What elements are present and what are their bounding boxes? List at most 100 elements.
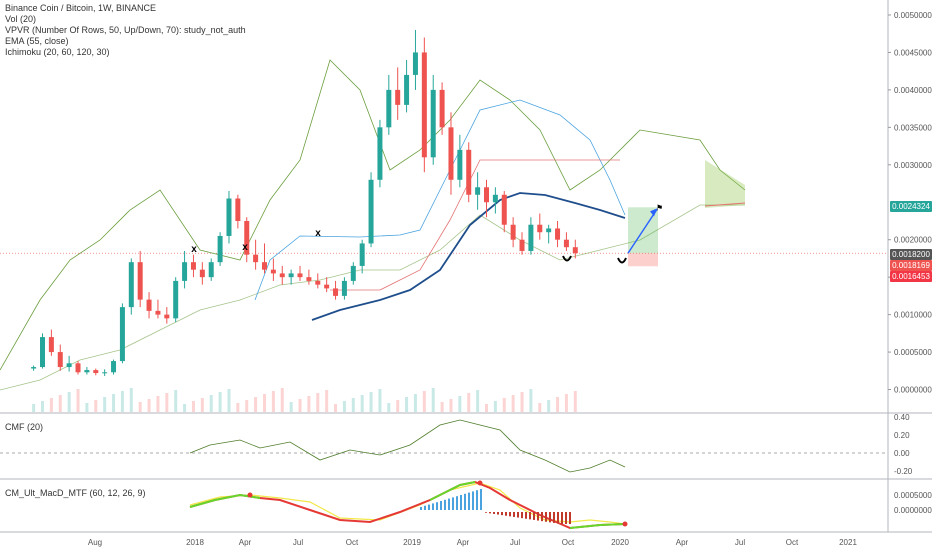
candle-body	[439, 89, 445, 128]
candle-body	[572, 247, 578, 254]
volume-bar	[342, 401, 346, 412]
volume-bar	[289, 402, 293, 412]
candle-body	[190, 262, 196, 270]
candle-body	[128, 262, 134, 308]
cmf-tick-label: 0.20	[894, 431, 910, 440]
volume-bar	[360, 395, 364, 412]
time-tick-label: Apr	[239, 538, 252, 547]
macd-histogram-bar	[545, 512, 547, 522]
cmf-tick-label: 0.40	[894, 413, 910, 422]
macd-histogram-bar	[541, 512, 543, 522]
candle-body	[244, 220, 250, 255]
macd-histogram-bar	[497, 512, 499, 515]
volume-bar	[511, 395, 515, 412]
candle-body	[412, 52, 418, 75]
macd-line-up	[429, 481, 476, 501]
candle-body	[483, 187, 489, 203]
volume-bar	[467, 393, 471, 412]
projection-stop-zone	[628, 253, 658, 267]
candle-body	[333, 288, 339, 296]
volume-bar	[405, 397, 409, 412]
volume-bar	[254, 397, 258, 412]
macd-histogram-bar	[476, 490, 478, 510]
volume-bar	[547, 400, 551, 412]
volume-bar	[529, 389, 533, 412]
candle-body	[324, 284, 330, 289]
macd-histogram-bar	[557, 512, 559, 524]
candle-body	[466, 149, 472, 195]
candle-body	[350, 265, 356, 281]
macd-histogram-bar	[553, 512, 555, 523]
time-tick-label: Apr	[457, 538, 470, 547]
ichimoku-cloud-edge	[704, 202, 746, 207]
candle-body	[555, 228, 561, 240]
candle-body	[430, 89, 436, 158]
macd-histogram-bar	[549, 512, 551, 523]
candle-body	[57, 352, 63, 368]
time-tick-label: Aug	[88, 538, 102, 547]
candle-body	[182, 262, 188, 281]
macd-tick-label: 0.0000000	[894, 506, 932, 515]
candle-body	[297, 273, 303, 278]
candle-body	[84, 370, 90, 373]
candle-body	[386, 89, 392, 128]
volume-bar	[262, 394, 266, 412]
macd-histogram-bar	[489, 512, 491, 514]
cmf-tick-label: 0.00	[894, 449, 910, 458]
volume-bar	[396, 400, 400, 412]
macd-histogram-bar	[537, 512, 539, 521]
candle-body	[341, 280, 347, 296]
time-tick-label: Jul	[735, 538, 745, 547]
time-tick-label: Jul	[510, 538, 520, 547]
macd-line-up	[569, 523, 626, 529]
macd-histogram-bar	[432, 503, 434, 510]
candle-body	[448, 127, 454, 180]
legend-ichimoku: Ichimoku (20, 60, 120, 30)	[5, 47, 110, 57]
candle-body	[111, 361, 117, 373]
macd-histogram-bar	[452, 497, 454, 510]
candle-body	[261, 262, 267, 270]
x-mark: x	[242, 242, 248, 253]
candle-body	[137, 262, 143, 300]
candle-body	[146, 299, 152, 311]
candle-body	[39, 337, 45, 368]
candle-body	[173, 280, 179, 319]
macd-histogram-bar	[517, 512, 519, 518]
volume-bar	[387, 403, 391, 412]
volume-bar	[58, 395, 62, 412]
candle-body	[31, 367, 37, 369]
cmf-line	[189, 419, 626, 473]
volume-bar	[564, 394, 568, 412]
legend-volume: Vol (20)	[5, 14, 37, 24]
macd-signal-line	[189, 482, 626, 525]
macd-histogram-bar	[468, 492, 470, 510]
volume-bar	[538, 403, 542, 412]
candle-body	[395, 89, 401, 105]
candle-body	[528, 224, 534, 251]
price-tick-label: 0.0045000	[894, 48, 932, 57]
macd-histogram-bar	[565, 512, 567, 524]
x-mark: x	[315, 228, 321, 239]
candle-body	[475, 187, 481, 195]
candle-body	[279, 273, 285, 278]
candle-body	[377, 127, 383, 180]
candle-body	[270, 269, 276, 274]
volume-bar	[484, 404, 488, 412]
macd-cross-dot	[622, 521, 628, 527]
volume-bar	[112, 394, 116, 412]
macd-histogram-bar	[464, 493, 466, 510]
candle-body	[208, 262, 214, 278]
volume-bar	[227, 389, 231, 412]
macd-histogram-bar	[513, 512, 515, 517]
volume-bar	[218, 392, 222, 412]
cmf-title: CMF (20)	[5, 422, 43, 432]
kijun-line	[330, 159, 620, 291]
macd-histogram-bar	[533, 512, 535, 520]
candle-body	[253, 254, 259, 263]
time-tick-label: 2020	[611, 538, 629, 547]
legend-ema: EMA (55, close)	[5, 36, 69, 46]
volume-bar	[138, 402, 142, 412]
candle-body	[315, 280, 321, 285]
